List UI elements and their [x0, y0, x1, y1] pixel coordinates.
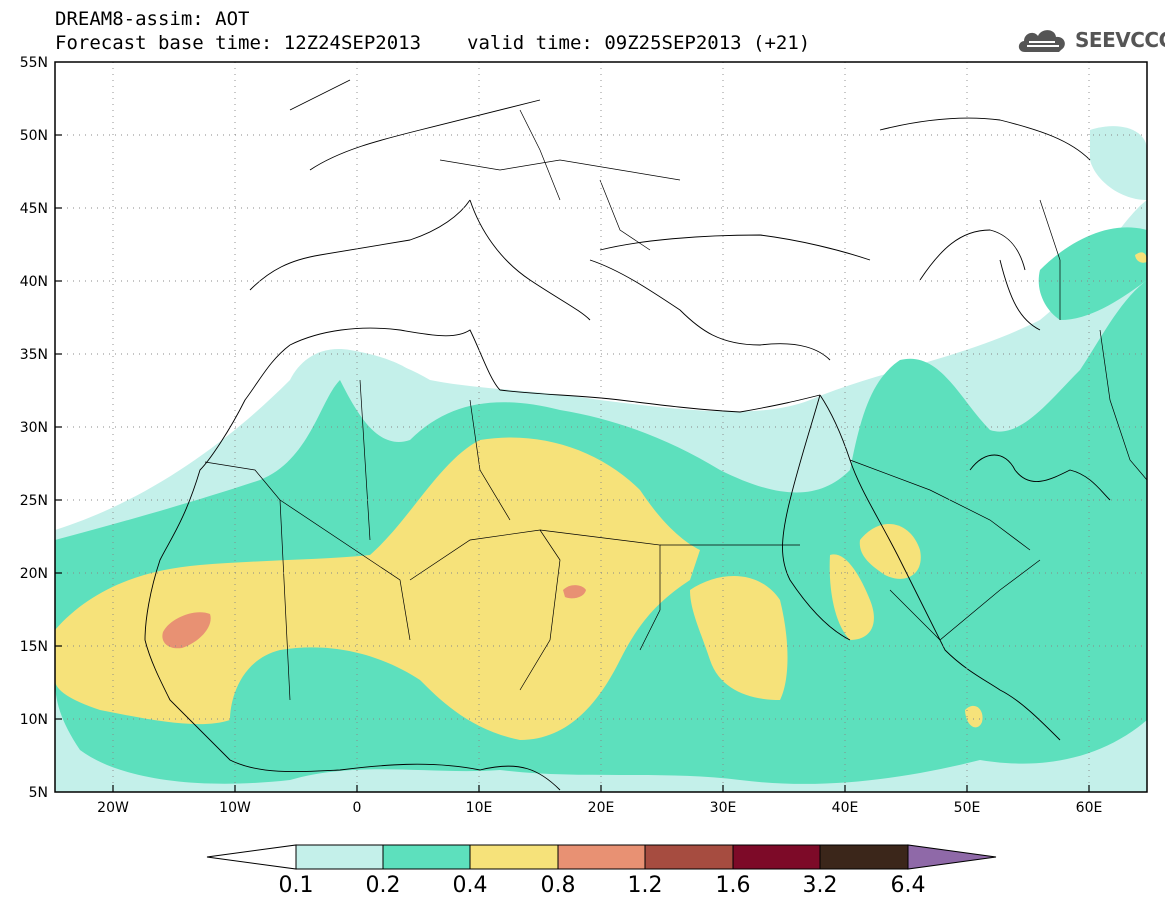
colorbar-label: 0.8 — [541, 873, 576, 898]
lon-label: 10E — [466, 800, 493, 816]
seevccc-logo: SEEVCCC — [1015, 22, 1165, 58]
lon-label: 20E — [588, 800, 615, 816]
lat-label: 25N — [20, 493, 48, 509]
map-title: DREAM8-assim: AOT — [55, 8, 250, 30]
lat-label: 45N — [20, 201, 48, 217]
colorbar-label: 1.6 — [716, 873, 751, 898]
lon-label: 0 — [353, 800, 362, 816]
colorbar-bin — [382, 844, 471, 870]
colorbar-label: 6.4 — [891, 873, 926, 898]
lon-label: 10W — [219, 800, 251, 816]
lat-label: 50N — [20, 128, 48, 144]
aot-level-0.4 — [55, 252, 1147, 740]
colorbar-label: 0.4 — [453, 873, 488, 898]
logo-text: SEEVCCC — [1075, 28, 1165, 52]
axis-ticks — [55, 134, 1090, 792]
colorbar: 0.1 0.2 0.4 0.8 1.2 1.6 3.2 6.4 — [206, 844, 997, 898]
lat-label: 35N — [20, 347, 48, 363]
lon-label: 60E — [1076, 800, 1103, 816]
cloud-icon — [1018, 30, 1065, 52]
lat-label: 5N — [29, 785, 48, 801]
colorbar-low-arrow — [206, 844, 297, 870]
lat-label: 10N — [20, 712, 48, 728]
colorbar-bin — [732, 844, 821, 870]
base-time: Forecast base time: 12Z24SEP2013 — [55, 32, 422, 54]
colorbar-bin — [644, 844, 734, 870]
colorbar-label: 1.2 — [628, 873, 663, 898]
colorbar-bin — [819, 844, 909, 870]
lat-label: 55N — [20, 55, 48, 71]
lat-label: 40N — [20, 274, 48, 290]
lon-label: 20W — [97, 800, 129, 816]
forecast-times: Forecast base time: 12Z24SEP2013 valid ti… — [55, 32, 810, 54]
lat-label: 30N — [20, 420, 48, 436]
lon-label: 30E — [710, 800, 737, 816]
colorbar-bin — [295, 844, 384, 870]
graticule — [55, 62, 1147, 792]
lat-label: 15N — [20, 639, 48, 655]
colorbar-label: 0.1 — [279, 873, 314, 898]
colorbar-label: 0.2 — [366, 873, 401, 898]
colorbar-bin — [469, 844, 559, 870]
country-borders — [204, 109, 1147, 701]
aot-level-0.8 — [162, 585, 586, 649]
colorbar-bin — [557, 844, 646, 870]
colorbar-high-arrow — [907, 844, 997, 870]
valid-time: valid time: 09Z25SEP2013 (+21) — [467, 32, 811, 54]
lat-label: 20N — [20, 566, 48, 582]
lon-label: 50E — [954, 800, 981, 816]
colorbar-label: 3.2 — [803, 873, 838, 898]
lon-label: 40E — [832, 800, 859, 816]
coastlines — [144, 79, 1111, 791]
